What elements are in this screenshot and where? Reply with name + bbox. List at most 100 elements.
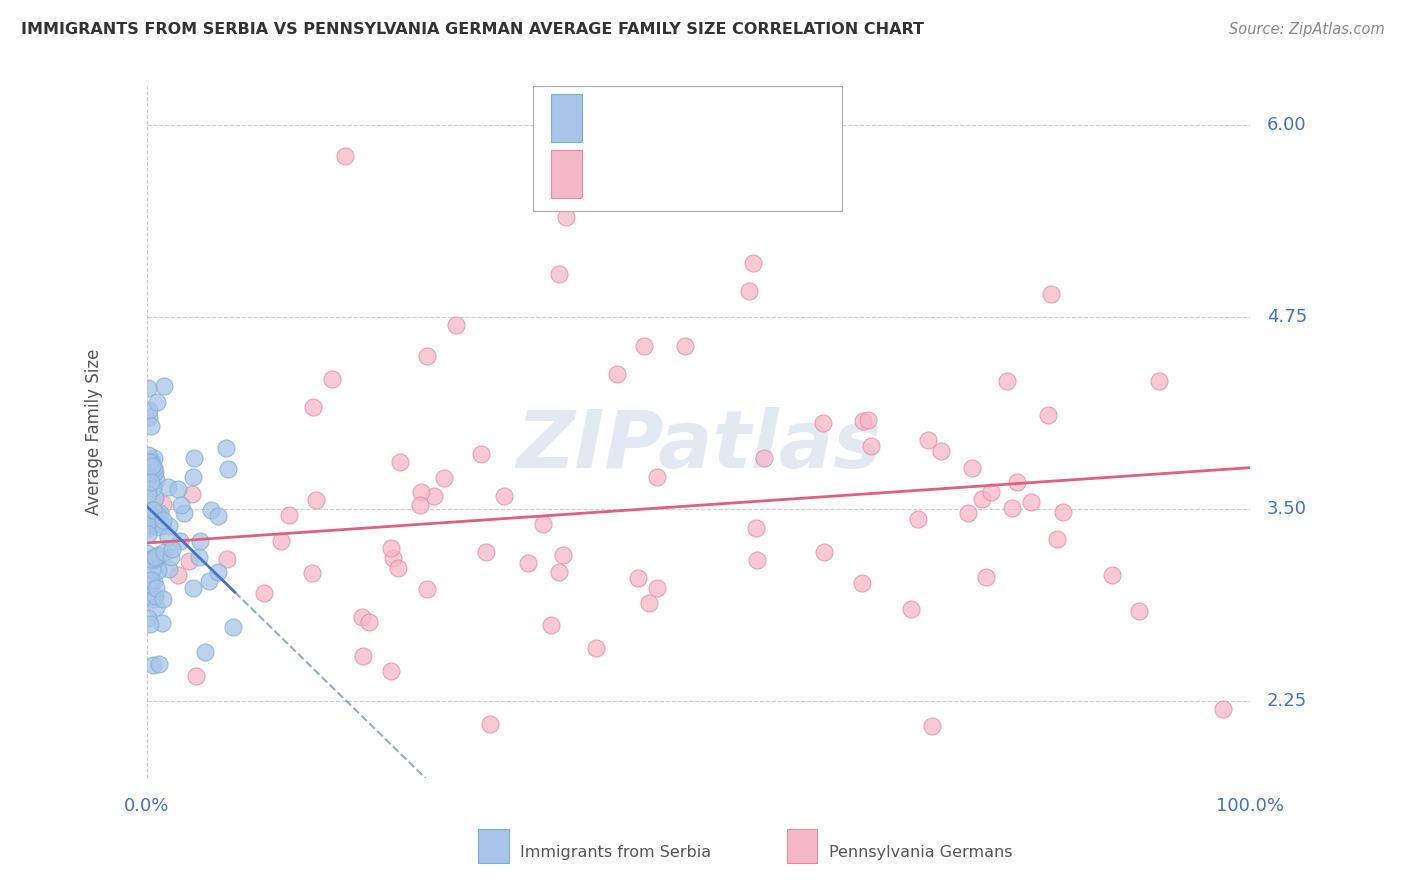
Point bbox=[146, 548, 169, 562]
Text: 2.25: 2.25 bbox=[1267, 692, 1306, 710]
Point bbox=[357, 615, 380, 630]
Point bbox=[142, 503, 165, 517]
Point bbox=[1212, 702, 1234, 716]
Point bbox=[747, 553, 769, 567]
Point bbox=[157, 562, 180, 576]
Point bbox=[444, 318, 467, 332]
Point bbox=[143, 552, 166, 566]
Point bbox=[145, 473, 167, 487]
Point bbox=[153, 379, 176, 393]
Point bbox=[957, 506, 980, 520]
Point bbox=[143, 465, 166, 479]
Point bbox=[136, 382, 159, 396]
Point bbox=[606, 367, 628, 381]
Point bbox=[409, 498, 432, 512]
Point bbox=[859, 439, 882, 453]
Point bbox=[150, 615, 173, 630]
Point bbox=[138, 403, 160, 417]
Point bbox=[149, 506, 172, 520]
Point bbox=[217, 461, 239, 475]
Point bbox=[142, 450, 165, 465]
Point bbox=[856, 412, 879, 426]
Point bbox=[136, 505, 159, 519]
Text: 6.00: 6.00 bbox=[1267, 116, 1306, 134]
Point bbox=[167, 483, 190, 497]
Point bbox=[738, 284, 761, 298]
Point bbox=[752, 451, 775, 466]
Point bbox=[181, 487, 204, 501]
Point bbox=[638, 596, 661, 610]
Point bbox=[970, 491, 993, 506]
Point bbox=[381, 551, 404, 566]
Point bbox=[531, 517, 554, 532]
Point bbox=[921, 719, 943, 733]
Text: R =  0.147   N = 81: R = 0.147 N = 81 bbox=[593, 165, 800, 183]
Point bbox=[162, 541, 184, 556]
Point bbox=[156, 530, 179, 544]
Point bbox=[207, 565, 229, 579]
Point bbox=[150, 518, 173, 533]
Point bbox=[143, 461, 166, 475]
Point bbox=[138, 455, 160, 469]
Point bbox=[929, 444, 952, 458]
Text: 4.75: 4.75 bbox=[1267, 308, 1306, 326]
Point bbox=[302, 401, 325, 415]
Point bbox=[139, 418, 162, 433]
Point bbox=[470, 447, 492, 461]
Text: Immigrants from Serbia: Immigrants from Serbia bbox=[520, 845, 711, 860]
Text: IMMIGRANTS FROM SERBIA VS PENNSYLVANIA GERMAN AVERAGE FAMILY SIZE CORRELATION CH: IMMIGRANTS FROM SERBIA VS PENNSYLVANIA G… bbox=[21, 22, 924, 37]
Point bbox=[138, 409, 160, 424]
Point bbox=[551, 548, 574, 562]
Point bbox=[135, 522, 157, 536]
Point bbox=[169, 534, 191, 549]
Point bbox=[1101, 568, 1123, 582]
Point bbox=[135, 466, 157, 480]
Point bbox=[548, 565, 571, 579]
Point bbox=[389, 455, 412, 469]
Point bbox=[554, 210, 576, 224]
Point bbox=[141, 573, 163, 587]
Point bbox=[352, 648, 374, 663]
Point bbox=[139, 475, 162, 489]
Point bbox=[152, 497, 174, 511]
Point bbox=[585, 641, 607, 656]
Point bbox=[811, 416, 834, 430]
Point bbox=[852, 414, 875, 428]
Point bbox=[146, 395, 169, 409]
Point bbox=[1040, 287, 1063, 301]
Point bbox=[143, 589, 166, 603]
Text: 100.0%: 100.0% bbox=[1216, 797, 1284, 814]
Point bbox=[350, 610, 373, 624]
Point bbox=[1147, 374, 1170, 388]
Point bbox=[157, 519, 180, 533]
Point bbox=[207, 508, 229, 523]
Point bbox=[146, 520, 169, 534]
Point bbox=[142, 574, 165, 588]
Point bbox=[143, 491, 166, 505]
Point bbox=[813, 545, 835, 559]
Point bbox=[1036, 408, 1059, 422]
Point bbox=[136, 516, 159, 531]
Point bbox=[198, 574, 221, 588]
Point bbox=[415, 349, 437, 363]
Text: 3.50: 3.50 bbox=[1267, 500, 1306, 518]
Text: Pennsylvania Germans: Pennsylvania Germans bbox=[828, 845, 1012, 860]
Point bbox=[139, 552, 162, 566]
Point bbox=[540, 618, 562, 632]
Point bbox=[380, 664, 402, 678]
Point bbox=[974, 569, 997, 583]
Text: R = -0.169   N = 80: R = -0.169 N = 80 bbox=[593, 109, 800, 128]
Point bbox=[136, 448, 159, 462]
Point bbox=[516, 556, 538, 570]
Point bbox=[633, 338, 655, 352]
Point bbox=[423, 490, 446, 504]
Point bbox=[141, 458, 163, 473]
Point bbox=[626, 571, 648, 585]
Point bbox=[980, 485, 1002, 500]
Point bbox=[181, 582, 204, 596]
Point bbox=[141, 562, 163, 576]
Point bbox=[380, 541, 402, 555]
Point bbox=[214, 442, 236, 456]
Point bbox=[305, 492, 328, 507]
Point bbox=[387, 560, 409, 574]
